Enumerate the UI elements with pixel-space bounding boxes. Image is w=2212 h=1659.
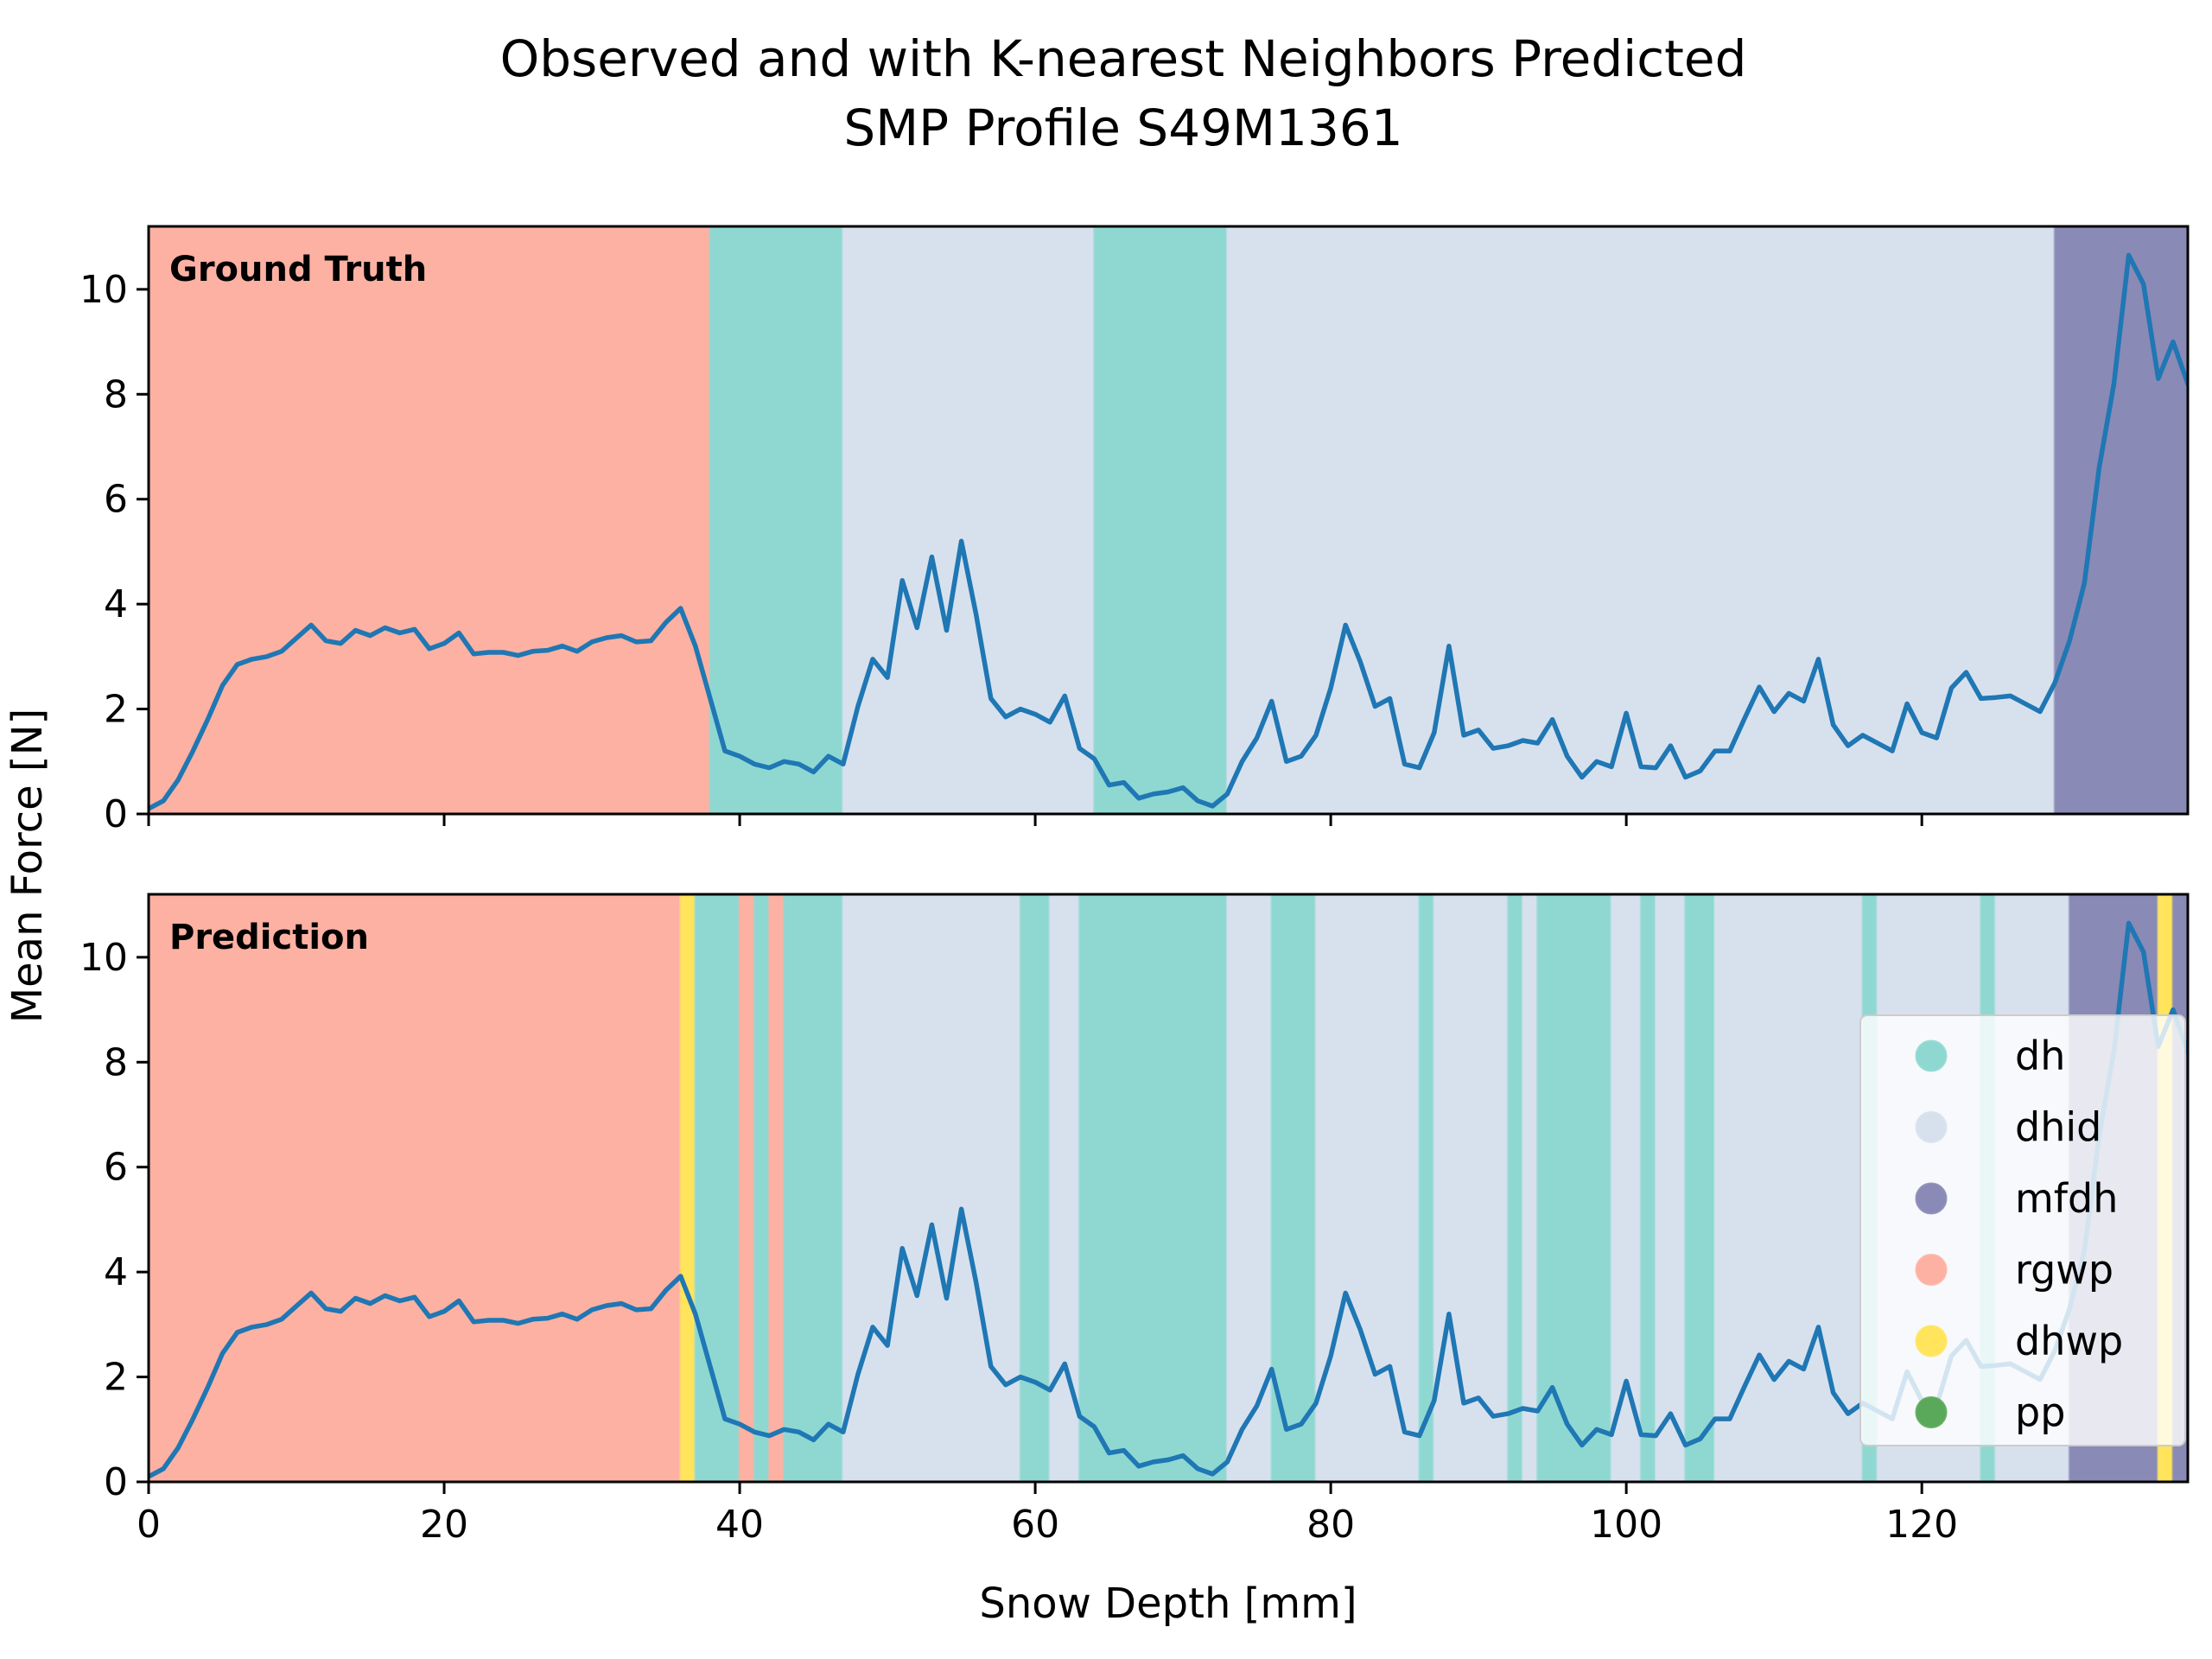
segment-rgwp [149,226,712,814]
x-tick-label: 120 [1885,1503,1958,1547]
segment-dhid [842,894,1022,1482]
panel-label: Prediction [169,918,369,957]
y-tick-label: 8 [104,1040,128,1084]
y-tick-label: 6 [104,478,128,522]
legend-marker-dhwp [1915,1325,1948,1357]
segment-dhid [1610,894,1643,1482]
segment-dhid [1225,226,2056,814]
chart-subtitle: SMP Profile S49M1361 [843,99,1402,157]
segment-dh [1536,894,1613,1482]
x-tick-label: 0 [137,1503,161,1547]
segment-dhid [1225,894,1274,1482]
segment-dhid [842,226,1096,814]
segment-rgwp [738,894,756,1482]
ground-truth-panel: 0 2 4 6 8 10 Ground Truth [79,225,2190,836]
legend-label-dh: dh [2015,1033,2065,1079]
segment-dhid [1433,894,1510,1482]
y-tick-label: 8 [104,372,128,416]
y-tick-label: 4 [104,1250,128,1294]
panel-label: Ground Truth [169,250,427,289]
legend-marker-dhid [1915,1111,1948,1143]
mean-force-line [149,920,2188,1480]
segment-dhid [1654,894,1688,1482]
x-tick-label: 80 [1306,1503,1355,1547]
segment-dhid [1314,894,1421,1482]
segment-dh [1506,894,1524,1482]
legend-label-rgwp: rgwp [2015,1247,2113,1294]
segment-dh [1077,894,1229,1482]
x-tick-label: 20 [420,1503,468,1547]
legend: dh dhid mfdh rgwp dhwp pp [1859,1014,2186,1446]
axes-frame [147,225,2190,816]
segment-dhid [1713,894,1865,1482]
legend-marker-mfdh [1915,1182,1948,1215]
x-tick-label: 60 [1011,1503,1059,1547]
legend-label-dhwp: dhwp [2015,1318,2123,1364]
segment-dhwp [679,894,697,1482]
segment-dhid [1521,894,1540,1482]
legend-box [1859,1014,2186,1446]
x-tick-label: 100 [1590,1503,1662,1547]
chart-title: Observed and with K-nearest Neighbors Pr… [500,29,1747,88]
legend-marker-rgwp [1915,1254,1948,1286]
y-tick-label: 2 [104,1356,128,1400]
y-tick-label: 2 [104,688,128,732]
y-tick-label: 0 [104,1460,128,1504]
segment-dh [753,894,771,1482]
segment-dh [1019,894,1052,1482]
legend-marker-pp [1915,1396,1948,1428]
y-axis-label: Mean Force [N] [3,709,52,1024]
y-tick-label: 0 [104,792,128,836]
legend-label-dhid: dhid [2015,1104,2101,1151]
x-axis-label: Snow Depth [mm] [979,1580,1357,1628]
y-tick-label: 6 [104,1146,128,1190]
legend-marker-dh [1915,1039,1948,1072]
segment-dh [1270,894,1318,1482]
segment-dh [782,894,845,1482]
y-tick-label: 10 [79,936,128,980]
axes-frame [147,893,2190,1484]
segment-dh [1684,894,1717,1482]
segment-dh [1092,226,1229,814]
y-tick-label: 4 [104,582,128,626]
segment-dh [1418,894,1436,1482]
segment-dh [709,226,845,814]
segment-rgwp [767,894,785,1482]
segment-rgwp [149,894,683,1482]
segment-dh [1639,894,1657,1482]
legend-label-mfdh: mfdh [2015,1175,2118,1222]
legend-label-pp: pp [2015,1389,2065,1436]
mean-force-line [149,252,2188,812]
y-tick-label: 10 [79,268,128,312]
x-tick-label: 40 [715,1503,764,1547]
